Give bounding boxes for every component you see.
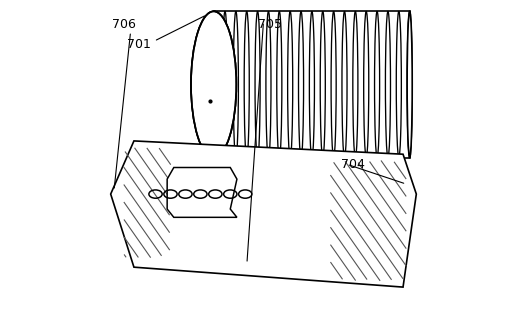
Text: 704: 704 xyxy=(341,158,365,171)
Text: 705: 705 xyxy=(258,18,282,31)
Polygon shape xyxy=(167,168,237,217)
Ellipse shape xyxy=(191,11,236,157)
Ellipse shape xyxy=(407,11,412,157)
Text: 706: 706 xyxy=(112,18,136,31)
Text: 701: 701 xyxy=(128,38,151,51)
Polygon shape xyxy=(111,141,416,287)
